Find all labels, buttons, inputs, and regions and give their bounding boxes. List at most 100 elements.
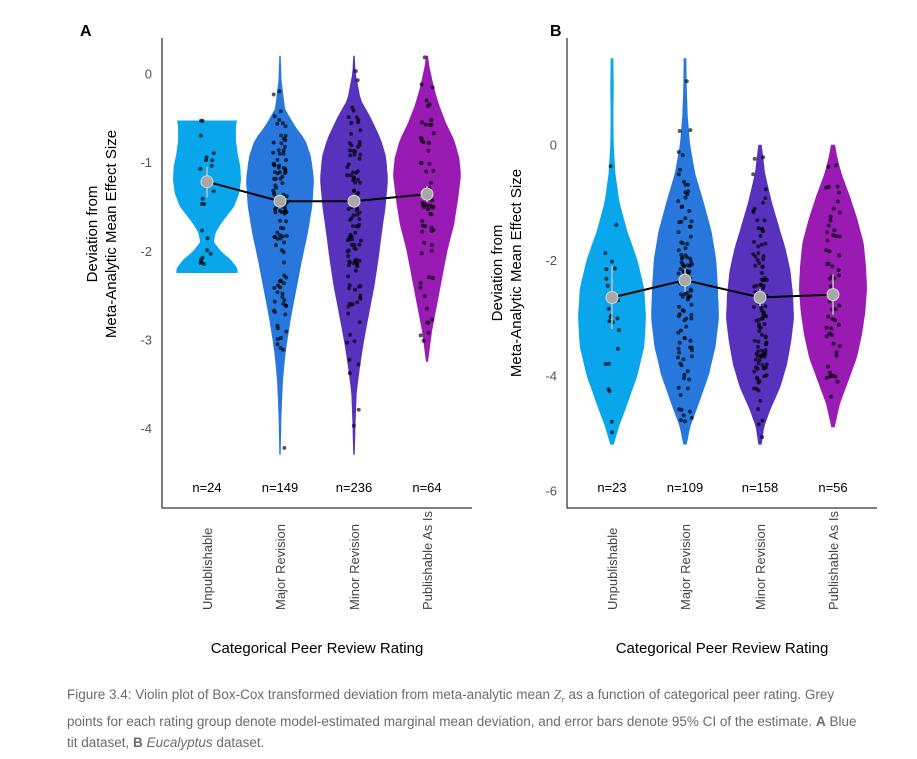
panel-label: A [80, 23, 92, 40]
data-point [689, 302, 694, 307]
data-point [350, 224, 355, 229]
data-point [427, 275, 432, 280]
data-point [606, 361, 611, 366]
data-point [281, 151, 286, 156]
data-point [351, 189, 356, 193]
data-point [355, 206, 360, 211]
data-point [271, 140, 276, 145]
data-point [271, 150, 276, 155]
data-point [347, 141, 352, 146]
data-point [358, 284, 363, 288]
data-point [760, 227, 765, 231]
violin-major-revision [651, 58, 719, 445]
data-point [690, 348, 694, 353]
y-axis-label-line2: Meta-Analytic Mean Effect Size [508, 169, 525, 377]
data-point [346, 207, 351, 212]
data-point [283, 138, 288, 143]
data-point [355, 224, 360, 229]
data-point [760, 435, 765, 440]
data-point [679, 363, 684, 368]
data-point [346, 254, 351, 259]
data-point [274, 185, 279, 190]
y-axis-label-line1: Deviation from [84, 186, 101, 283]
data-point [351, 423, 356, 428]
data-point [836, 322, 841, 327]
data-point [837, 303, 842, 308]
data-point [758, 398, 763, 403]
data-point [284, 194, 289, 199]
data-point [282, 273, 287, 278]
data-point [761, 286, 766, 291]
data-point [426, 140, 431, 145]
data-point [272, 170, 277, 175]
data-point [205, 248, 210, 253]
data-point [346, 304, 351, 309]
data-point [684, 324, 689, 329]
data-point [352, 242, 357, 247]
data-point [280, 174, 285, 179]
data-point [421, 140, 426, 145]
data-point [680, 308, 685, 313]
data-point [279, 133, 283, 138]
data-point [763, 187, 768, 192]
y-tick-label: -2 [545, 253, 557, 268]
n-count-label: n=149 [262, 480, 299, 495]
y-tick-label: -4 [545, 368, 557, 383]
data-point [684, 79, 689, 84]
data-point [614, 222, 619, 227]
data-point [824, 325, 829, 330]
data-point [430, 276, 435, 280]
data-point [835, 379, 840, 384]
data-point [834, 350, 839, 355]
data-point [356, 362, 361, 367]
data-point [422, 55, 427, 60]
data-point [681, 413, 686, 418]
data-point [752, 338, 757, 343]
data-point [760, 363, 765, 368]
data-point [759, 271, 764, 275]
data-point [608, 164, 613, 169]
mean-line [206, 180, 428, 203]
data-point [603, 362, 608, 367]
data-point [211, 189, 216, 194]
data-point [420, 120, 424, 125]
data-point [831, 341, 836, 346]
data-point [357, 142, 362, 147]
data-point [683, 292, 687, 297]
mean-marker [347, 194, 361, 208]
data-point [752, 284, 757, 289]
data-point [429, 212, 434, 217]
data-point [683, 246, 688, 251]
data-point [418, 285, 423, 290]
data-point [426, 207, 430, 212]
data-point [607, 319, 612, 324]
y-tick-label: -1 [140, 155, 152, 170]
data-point [419, 82, 424, 87]
data-point [754, 365, 758, 370]
data-point [357, 210, 362, 215]
data-point [424, 306, 429, 311]
data-point [760, 265, 765, 269]
data-point [281, 260, 286, 265]
data-point [680, 255, 685, 260]
data-point [283, 170, 288, 175]
caption-symbol-sub: r [561, 694, 565, 705]
data-point [689, 312, 694, 317]
data-point [753, 357, 758, 362]
data-point [345, 238, 350, 243]
data-point [609, 419, 614, 424]
data-point [429, 122, 434, 127]
data-point [278, 218, 283, 223]
data-point [679, 418, 683, 423]
data-point [275, 326, 280, 331]
data-point [202, 202, 207, 206]
data-point [685, 255, 689, 260]
data-point [208, 251, 213, 256]
data-point [348, 173, 353, 178]
data-point [831, 206, 836, 211]
data-point [357, 320, 362, 325]
data-point [351, 178, 356, 183]
data-point [759, 277, 764, 282]
data-point [353, 69, 358, 74]
data-point [351, 213, 356, 218]
